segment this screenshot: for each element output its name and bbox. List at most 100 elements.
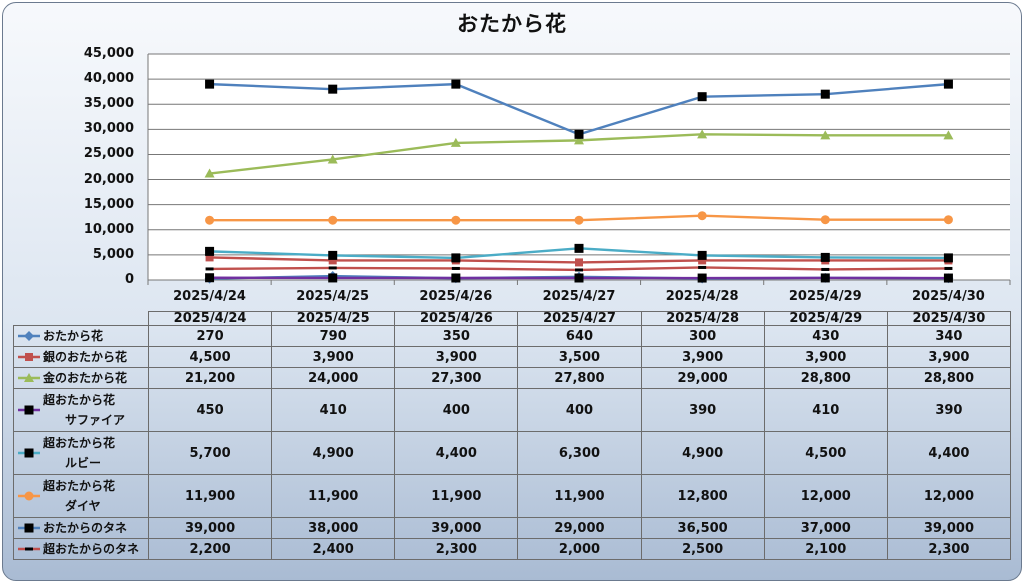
table-value-cell: 410 bbox=[763, 388, 888, 432]
table-value-cell: 3,500 bbox=[517, 346, 642, 368]
data-point-marker bbox=[24, 405, 34, 415]
data-point-marker bbox=[697, 211, 707, 221]
table-value-cell: 640 bbox=[517, 325, 642, 347]
data-point-marker bbox=[574, 273, 584, 283]
table-value-cell: 27,800 bbox=[517, 367, 642, 389]
data-point-marker bbox=[451, 253, 461, 263]
table-value-cell: 390 bbox=[640, 388, 765, 432]
table-value-cell: 2,500 bbox=[640, 538, 765, 560]
data-point-marker bbox=[328, 273, 338, 283]
table-column-header: 2025/4/24 bbox=[147, 311, 273, 326]
data-point-marker bbox=[697, 129, 708, 139]
table-value-cell: 38,000 bbox=[271, 517, 396, 539]
table-column-header: 2025/4/26 bbox=[394, 311, 519, 326]
table-value-cell: 12,800 bbox=[640, 474, 765, 518]
table-value-cell: 5,700 bbox=[147, 431, 273, 475]
y-tick-label: 15,000 bbox=[83, 196, 134, 212]
table-row: 超おたから花 ダイヤ 11,900 11,900 11,900 11,900 12,800 1… bbox=[13, 474, 1011, 518]
data-point-marker bbox=[451, 215, 461, 225]
series-name: 銀のおたから花 bbox=[43, 350, 128, 364]
series-name: おたからのタネ bbox=[43, 521, 128, 535]
data-point-marker bbox=[451, 273, 461, 283]
data-point-marker bbox=[24, 491, 34, 501]
table-row: 銀のおたから花 4,500 3,900 3,900 3,500 3,900 3,900 3,9… bbox=[13, 346, 1011, 368]
data-point-marker bbox=[328, 84, 338, 94]
table-row: おたからのタネ 39,000 38,000 39,000 29,000 36,500 37,… bbox=[13, 517, 1011, 539]
x-tick-label: 2025/4/26 bbox=[419, 289, 493, 304]
table-value-cell: 2,400 bbox=[271, 538, 396, 560]
series-name: 超おたから花 bbox=[43, 436, 116, 450]
data-point-marker bbox=[328, 215, 338, 225]
table-value-cell: 450 bbox=[147, 388, 273, 432]
y-tick-label: 0 bbox=[124, 272, 134, 287]
series-name: 金のおたから花 bbox=[43, 371, 128, 385]
series-name: おたから花 bbox=[43, 329, 104, 343]
table-value-cell: 430 bbox=[763, 325, 888, 347]
table-column-header: 2025/4/28 bbox=[640, 311, 765, 326]
series-name: 超おたからのタネ bbox=[43, 542, 140, 556]
data-point-marker bbox=[943, 130, 954, 140]
data-point-marker bbox=[574, 129, 584, 139]
x-tick-label: 2025/4/30 bbox=[912, 289, 985, 304]
data-point-marker bbox=[24, 331, 34, 341]
data-point-marker bbox=[820, 89, 830, 99]
data-point-marker bbox=[697, 250, 707, 260]
table-header-row: 2025/4/24 2025/4/25 2025/4/26 2025/4/27 2025… bbox=[13, 311, 1011, 326]
data-point-marker bbox=[25, 547, 33, 551]
table-column-header: 2025/4/30 bbox=[886, 311, 1011, 326]
data-point-marker bbox=[205, 253, 214, 262]
y-tick-label: 30,000 bbox=[83, 121, 134, 137]
table-value-cell: 2,200 bbox=[147, 538, 273, 560]
data-table: 2025/4/24 2025/4/25 2025/4/26 2025/4/27 2025… bbox=[13, 311, 1011, 560]
data-point-marker bbox=[821, 267, 830, 271]
data-point-marker bbox=[943, 273, 953, 283]
legend-marker-icon bbox=[18, 547, 40, 551]
table-value-cell: 11,900 bbox=[271, 474, 396, 518]
data-point-marker bbox=[944, 266, 953, 270]
chart-title: おたから花 bbox=[457, 12, 567, 36]
data-point-marker bbox=[574, 135, 584, 145]
table-value-cell: 3,900 bbox=[640, 346, 765, 368]
table-value-cell: 28,800 bbox=[886, 367, 1011, 389]
series-legend-cell: 超おたから花 サファイア bbox=[13, 388, 149, 432]
series-legend-cell: 超おたから花 ルビー bbox=[13, 431, 149, 475]
table-value-cell: 6,300 bbox=[517, 431, 642, 475]
x-tick-label: 2025/4/25 bbox=[296, 289, 370, 304]
data-point-marker bbox=[205, 246, 215, 256]
table-value-cell: 300 bbox=[640, 325, 765, 347]
data-point-marker bbox=[328, 266, 337, 270]
table-value-cell: 12,000 bbox=[763, 474, 888, 518]
table-value-cell: 3,900 bbox=[394, 346, 519, 368]
table-value-cell: 4,900 bbox=[271, 431, 396, 475]
x-tick-label: 2025/4/24 bbox=[173, 289, 246, 304]
data-point-marker bbox=[575, 258, 583, 267]
data-point-marker bbox=[574, 243, 584, 253]
data-point-marker bbox=[575, 268, 583, 272]
y-tick-label: 20,000 bbox=[83, 171, 134, 187]
data-point-marker bbox=[24, 448, 34, 458]
table-row: 超おたから花 サファイア 450 410 400 400 390 410 390 bbox=[13, 388, 1011, 432]
table-value-cell: 2,100 bbox=[763, 538, 888, 560]
data-point-marker bbox=[820, 130, 831, 140]
table-value-cell: 4,500 bbox=[147, 346, 273, 368]
table-value-cell: 36,500 bbox=[640, 517, 765, 539]
table-value-cell: 3,900 bbox=[763, 346, 888, 368]
table-value-cell: 37,000 bbox=[763, 517, 888, 539]
table-column-header: 2025/4/25 bbox=[271, 311, 396, 326]
series-name: サファイア bbox=[65, 413, 126, 427]
data-point-marker bbox=[820, 252, 830, 262]
data-point-marker bbox=[328, 250, 338, 260]
data-point-marker bbox=[820, 215, 830, 225]
table-value-cell: 29,000 bbox=[640, 367, 765, 389]
series-legend-cell: 超おたからのタネ bbox=[13, 538, 149, 560]
data-point-marker bbox=[698, 256, 707, 265]
table-value-cell: 400 bbox=[517, 388, 642, 432]
series-name: 超おたから花 bbox=[43, 479, 116, 493]
data-point-marker bbox=[205, 79, 215, 89]
table-row: 超おたから花 ルビー 5,700 4,900 4,400 6,300 4,900 4,500 4… bbox=[13, 431, 1011, 475]
y-tick-label: 35,000 bbox=[83, 96, 134, 112]
table-value-cell: 400 bbox=[394, 388, 519, 432]
data-point-marker bbox=[205, 273, 215, 283]
table-value-cell: 4,500 bbox=[763, 431, 888, 475]
y-tick-label: 25,000 bbox=[83, 146, 134, 162]
